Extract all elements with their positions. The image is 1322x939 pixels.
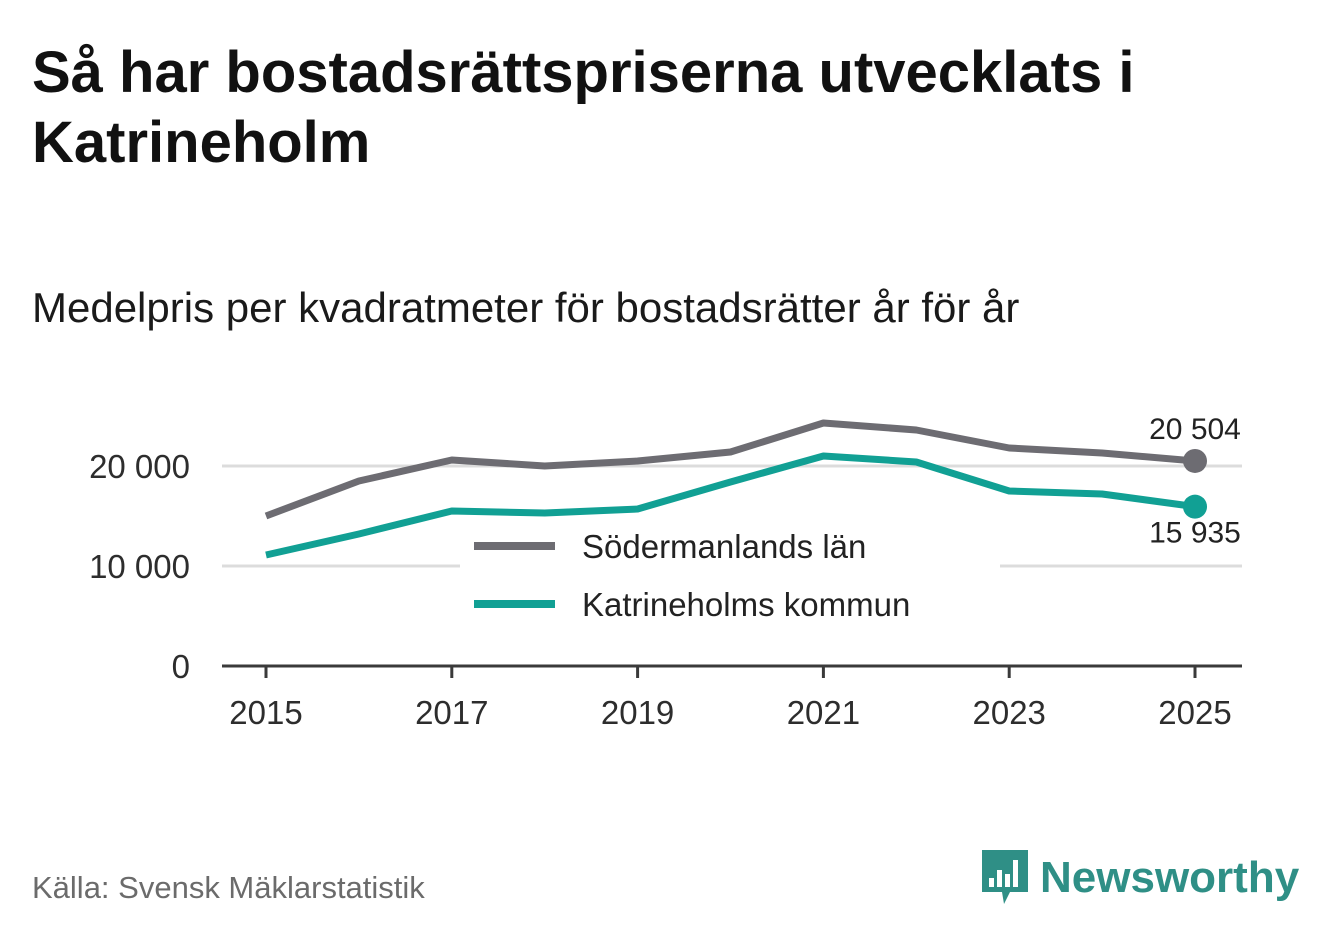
x-tick-label: 2019 bbox=[601, 694, 674, 731]
legend-background bbox=[460, 520, 1000, 630]
x-tick-label: 2025 bbox=[1158, 694, 1231, 731]
series-end-point bbox=[1183, 448, 1207, 473]
newsworthy-chart-icon bbox=[982, 850, 1028, 904]
legend-label: Katrineholms kommun bbox=[582, 586, 910, 623]
end-value-label: 20 504 bbox=[1149, 413, 1241, 446]
legend-label: Södermanlands län bbox=[582, 528, 866, 565]
series-line bbox=[264, 419, 1196, 520]
y-tick-label: 0 bbox=[172, 648, 190, 685]
chart-title: Så har bostadsrättspriserna utvecklats i… bbox=[32, 40, 1135, 175]
brand-logo: Newsworthy bbox=[980, 848, 1299, 908]
brand-name: Newsworthy bbox=[1040, 853, 1300, 902]
y-tick-label: 10 000 bbox=[89, 548, 190, 585]
end-value-label: 15 935 bbox=[1149, 517, 1241, 550]
legend-box bbox=[460, 520, 1000, 630]
x-tick-label: 2015 bbox=[229, 694, 302, 731]
series-lines bbox=[264, 419, 1207, 559]
source-note: Källa: Svensk Mäklarstatistik bbox=[32, 870, 425, 905]
x-tick-label: 2021 bbox=[787, 694, 860, 731]
y-tick-label: 20 000 bbox=[89, 448, 190, 485]
series-end-point bbox=[1183, 494, 1207, 519]
legend: Södermanlands län Katrineholms kommun bbox=[474, 528, 910, 623]
x-axis-ticks: 2015 2017 2019 2021 2023 2025 bbox=[229, 666, 1232, 731]
end-labels: 20 504 15 935 bbox=[1149, 413, 1241, 550]
x-tick-label: 2017 bbox=[415, 694, 488, 731]
series-line bbox=[265, 452, 1196, 559]
chart-subtitle: Medelpris per kvadratmeter för bostadsrä… bbox=[32, 284, 1020, 331]
x-tick-label: 2023 bbox=[972, 694, 1045, 731]
y-axis-ticks: 0 10 000 20 000 bbox=[89, 448, 190, 685]
